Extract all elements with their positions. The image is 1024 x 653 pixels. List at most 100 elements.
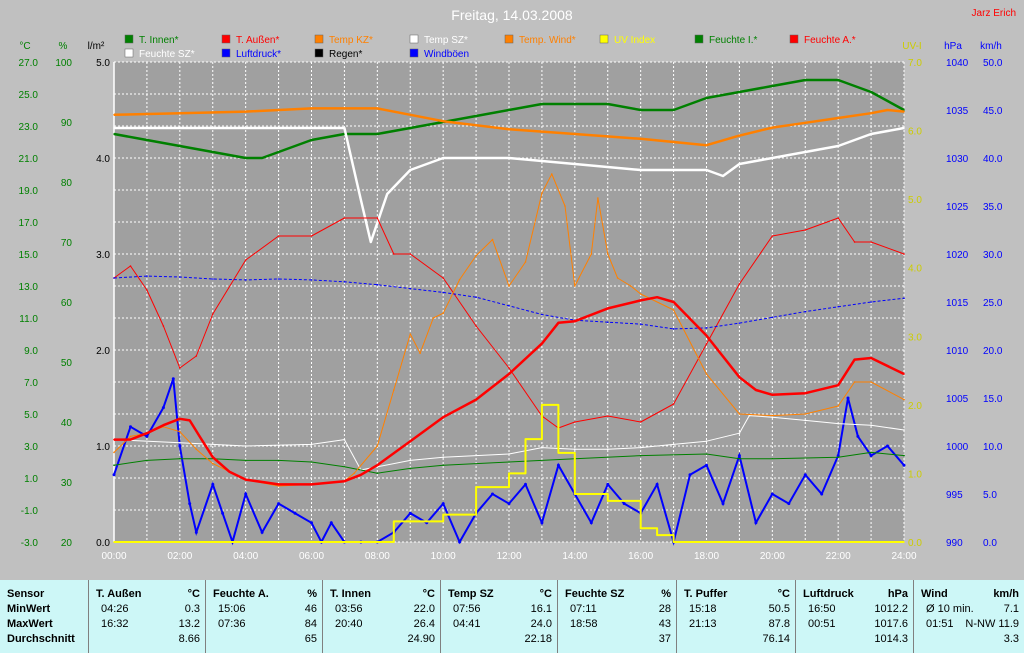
- stats-value: 22.0: [413, 603, 435, 615]
- point-feuchte-sz: [113, 127, 115, 129]
- point-temp-kz: [804, 122, 807, 124]
- point-feuchte-sz: [672, 169, 675, 171]
- stats-value: 65: [304, 633, 317, 645]
- axis-tick-label-uv: 0.0: [908, 538, 922, 549]
- point-windboeen: [606, 482, 610, 486]
- point-feuchte-sz: [722, 175, 724, 177]
- stats-unit: °C: [422, 588, 435, 600]
- point-windboeen: [721, 502, 725, 506]
- stats-unit: °C: [187, 588, 200, 600]
- legend-label: T. Außen*: [236, 35, 279, 46]
- axis-tick-label-percent: 30: [61, 478, 73, 489]
- point-t-außen: [198, 435, 201, 438]
- legend-swatch: [409, 48, 419, 58]
- point-windboeen: [856, 434, 860, 438]
- point-windboeen: [589, 521, 593, 525]
- point-luftdruck: [179, 276, 181, 278]
- series-feuchte-i-tiefe: [113, 451, 905, 474]
- point-windboeen: [194, 530, 198, 534]
- axis-tick-label-pressure: 990: [946, 538, 963, 549]
- statistics-table: Sensor MinWert MaxWert Durchschnitt T. Außen…: [0, 580, 1024, 653]
- point-feuchte-i-tiefe: [870, 451, 872, 454]
- point-feuchte-a: [475, 325, 477, 327]
- axis-tick-label-wind: 0.0: [983, 538, 997, 549]
- axis-tick-label-celsius: -1.0: [21, 506, 39, 517]
- point-t-außen: [310, 483, 313, 486]
- point-windboeen: [902, 463, 906, 467]
- point-t-außen: [771, 394, 774, 396]
- axis-tick-label-uv: 1.0: [908, 469, 922, 480]
- point-windboeen: [260, 530, 264, 534]
- point-temp-wind: [179, 430, 181, 433]
- point-windboeen: [491, 492, 494, 496]
- series-temp-kz: [113, 107, 905, 147]
- point-t-außen: [639, 299, 642, 302]
- point-feuchte-i: [508, 109, 510, 111]
- point-windboeen: [171, 377, 175, 381]
- stats-header: Wind: [921, 588, 948, 600]
- stats-value: 24.90: [407, 633, 435, 645]
- point-feuchte-sz: [574, 163, 576, 165]
- point-windboeen: [408, 511, 412, 515]
- axis-tick-label-pressure: 1025: [946, 202, 969, 213]
- point-luftdruck: [837, 306, 839, 308]
- legend-label: T. Innen*: [139, 35, 179, 46]
- stats-value: 46: [304, 603, 317, 615]
- point-feuchte-a: [343, 217, 346, 219]
- point-windboeen: [277, 502, 281, 506]
- axis-tick-label-percent: 70: [61, 238, 73, 249]
- point-t-außen: [870, 357, 872, 359]
- point-temp-sz: [705, 440, 708, 443]
- point-t-außen: [903, 373, 905, 375]
- point-feuchte-i-tiefe: [639, 454, 642, 457]
- axis-tick-label-percent: 80: [61, 178, 73, 189]
- point-luftdruck: [672, 328, 675, 330]
- stats-value: 22.18: [524, 633, 552, 645]
- axis-tick-label-celsius: 9.0: [24, 346, 38, 357]
- point-windboeen: [622, 502, 626, 506]
- axis-tick-label-wind: 35.0: [983, 202, 1003, 213]
- legend-swatch: [409, 34, 419, 44]
- point-temp-wind: [590, 253, 593, 255]
- stats-column: T. Innen °C 03:56 22.0 20:40 26.4 24.90: [322, 580, 441, 653]
- axis-tick-label-percent: 20: [61, 538, 73, 549]
- stats-column: T. Puffer °C 15:18 50.5 21:13 87.8 76.14: [676, 580, 796, 653]
- point-uv-index: [607, 500, 609, 502]
- point-t-außen: [541, 342, 543, 345]
- point-luftdruck: [442, 291, 445, 294]
- point-uv-index: [409, 520, 412, 523]
- point-feuchte-i-tiefe: [310, 461, 313, 463]
- stats-column: T. Außen °C 04:26 0.3 16:32 13.2 8.66: [88, 580, 206, 653]
- point-feuchte-a: [574, 421, 576, 423]
- legend-swatch: [124, 34, 134, 44]
- point-uv-index: [541, 404, 543, 406]
- point-temp-wind: [353, 472, 356, 475]
- stats-time: 03:56: [335, 603, 363, 615]
- point-temp-kz: [837, 117, 839, 119]
- point-temp-kz: [903, 110, 905, 113]
- point-feuchte-a: [376, 217, 379, 219]
- x-tick-label: 12:00: [496, 551, 521, 562]
- point-t-außen: [360, 474, 362, 476]
- point-temp-wind: [616, 277, 619, 279]
- point-windboeen: [112, 473, 116, 477]
- point-temp-wind: [442, 312, 445, 315]
- axis-tick-label-uv: 7.0: [908, 58, 922, 69]
- point-temp-wind: [804, 413, 807, 415]
- point-temp-sz: [343, 438, 346, 441]
- point-temp-sz: [244, 445, 247, 447]
- stats-value: 84: [304, 618, 317, 630]
- point-feuchte-a: [393, 253, 395, 255]
- legend-label: Temp KZ*: [329, 35, 373, 46]
- point-t-außen: [113, 438, 115, 441]
- axis-tick-label-celsius: -3.0: [21, 538, 39, 549]
- x-tick-label: 24:00: [891, 551, 916, 562]
- point-windboeen: [458, 540, 462, 544]
- point-feuchte-i-tiefe: [376, 472, 379, 475]
- point-windboeen: [129, 425, 132, 429]
- point-feuchte-sz: [705, 169, 708, 171]
- stats-column: Sensor MinWert MaxWert Durchschnitt: [0, 580, 88, 653]
- point-temp-wind: [458, 278, 461, 281]
- point-feuchte-i: [179, 145, 181, 147]
- point-temp-kz: [738, 134, 741, 137]
